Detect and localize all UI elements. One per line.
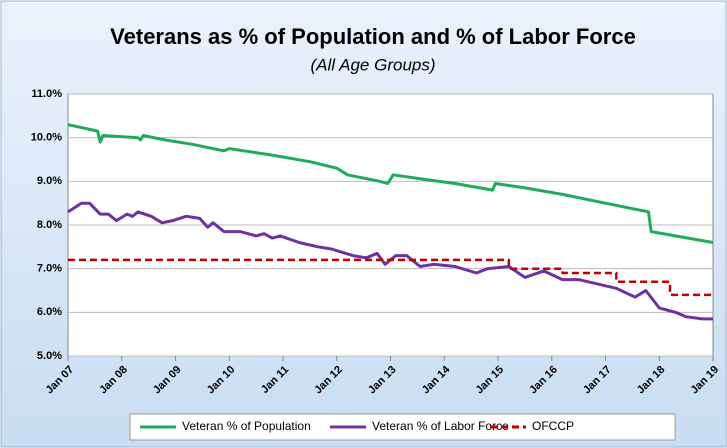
legend-label: Veteran % of Labor Force — [372, 419, 509, 433]
legend-label: OFCCP — [532, 419, 574, 433]
y-tick-label: 7.0% — [37, 263, 62, 275]
legend-label: Veteran % of Population — [182, 419, 311, 433]
chart-title: Veterans as % of Population and % of Lab… — [110, 24, 636, 49]
y-tick-label: 5.0% — [37, 350, 62, 362]
series-line — [68, 258, 713, 297]
y-tick-label: 9.0% — [37, 175, 62, 187]
y-tick-label: 6.0% — [37, 306, 62, 318]
y-tick-label: 8.0% — [37, 219, 62, 231]
legend — [129, 413, 676, 441]
y-tick-label: 10.0% — [31, 132, 62, 144]
chart-subtitle: (All Age Groups) — [310, 55, 435, 74]
series-line — [67, 123, 714, 244]
series-line — [67, 201, 713, 321]
y-tick-label: 11.0% — [31, 88, 62, 100]
